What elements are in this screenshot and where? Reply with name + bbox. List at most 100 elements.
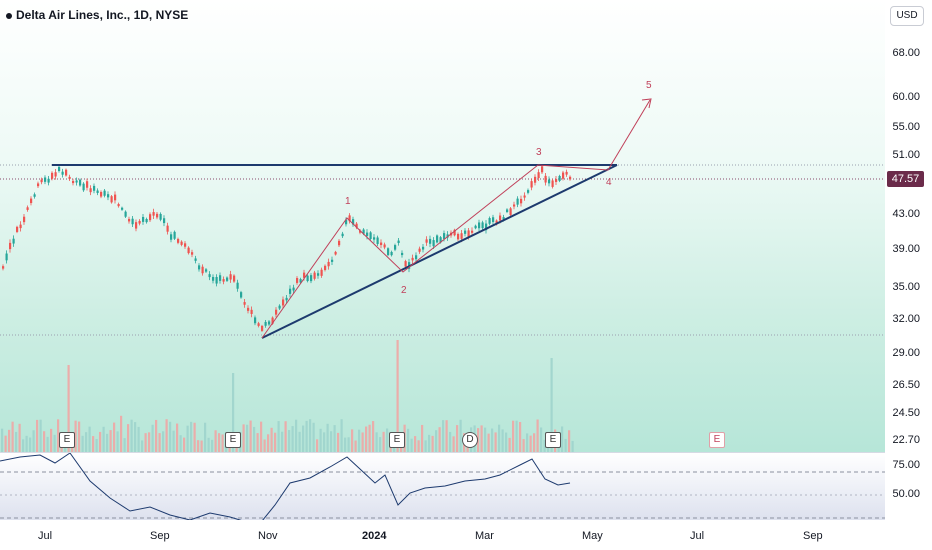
symbol-status-icon bbox=[6, 12, 12, 19]
candle-body bbox=[107, 194, 110, 198]
price-label: 26.50 bbox=[892, 379, 920, 391]
volume-bar bbox=[242, 424, 245, 453]
candle-body bbox=[30, 198, 33, 204]
volume-bar bbox=[519, 421, 522, 453]
candle-body bbox=[299, 279, 302, 283]
candle-body bbox=[366, 232, 369, 236]
volume-bar bbox=[148, 432, 151, 453]
candle-body bbox=[569, 176, 572, 180]
candle-body bbox=[362, 229, 365, 234]
volume-bar bbox=[67, 365, 70, 453]
candle-body bbox=[247, 307, 250, 311]
earnings-icon[interactable]: E bbox=[225, 432, 241, 448]
candle-body bbox=[292, 287, 295, 291]
candle-body bbox=[425, 239, 428, 243]
volume-bar bbox=[543, 439, 546, 453]
rsi-chart-svg[interactable] bbox=[0, 453, 885, 520]
volume-bar bbox=[109, 430, 112, 453]
volume-bar bbox=[123, 438, 126, 453]
volume-bar bbox=[134, 422, 137, 453]
time-scale[interactable] bbox=[0, 520, 932, 550]
candle-body bbox=[121, 207, 124, 210]
volume-bar bbox=[193, 422, 196, 453]
candle-body bbox=[471, 230, 474, 233]
candle-body bbox=[432, 240, 435, 247]
volume-bar bbox=[106, 433, 109, 453]
candle-body bbox=[289, 288, 292, 294]
candle-body bbox=[376, 237, 379, 245]
candle-body bbox=[380, 242, 383, 246]
candle-body bbox=[327, 261, 330, 267]
candle-body bbox=[170, 234, 173, 240]
candle-body bbox=[390, 251, 393, 256]
upcoming-earnings-icon[interactable]: E bbox=[709, 432, 725, 448]
candle-body bbox=[212, 276, 215, 281]
volume-bar bbox=[249, 420, 252, 453]
candle-body bbox=[159, 213, 162, 220]
price-chart-svg[interactable] bbox=[0, 0, 885, 453]
candle-body bbox=[334, 251, 337, 255]
volume-bar bbox=[22, 439, 25, 453]
candle-body bbox=[96, 190, 99, 193]
candle-body bbox=[478, 222, 481, 229]
volume-bar bbox=[480, 425, 483, 453]
volume-bar bbox=[438, 427, 441, 453]
candle-body bbox=[460, 233, 463, 239]
candle-body bbox=[453, 229, 456, 236]
rsi-pane[interactable] bbox=[0, 453, 885, 520]
candle-body bbox=[464, 230, 467, 234]
volume-bar bbox=[46, 436, 49, 453]
volume-bar bbox=[165, 419, 168, 453]
price-chart-pane[interactable] bbox=[0, 0, 885, 453]
candle-body bbox=[467, 230, 470, 238]
dividend-icon[interactable]: D bbox=[462, 432, 478, 448]
volume-bar bbox=[291, 426, 294, 453]
candle-body bbox=[495, 220, 498, 225]
volume-bar bbox=[214, 430, 217, 453]
volume-bar bbox=[127, 424, 130, 453]
candle-body bbox=[516, 198, 519, 205]
volume-bar bbox=[484, 427, 487, 453]
candle-body bbox=[485, 223, 488, 231]
volume-bar bbox=[529, 435, 532, 453]
candle-body bbox=[387, 248, 390, 256]
volume-bar bbox=[326, 423, 329, 453]
volume-bar bbox=[18, 423, 21, 453]
earnings-icon[interactable]: E bbox=[545, 432, 561, 448]
candle-body bbox=[51, 172, 54, 179]
candle-body bbox=[513, 204, 516, 207]
candle-body bbox=[429, 238, 432, 244]
candle-body bbox=[222, 279, 225, 282]
time-label: Sep bbox=[803, 530, 823, 542]
volume-bar bbox=[568, 430, 571, 453]
volume-bar bbox=[99, 431, 102, 453]
candle-body bbox=[79, 179, 82, 186]
candle-body bbox=[296, 278, 299, 283]
volume-bar bbox=[396, 340, 399, 453]
candle-body bbox=[19, 224, 22, 229]
earnings-icon[interactable]: E bbox=[59, 432, 75, 448]
time-label: 2024 bbox=[362, 530, 387, 542]
wave-label-3: 3 bbox=[536, 147, 542, 158]
volume-bar bbox=[92, 436, 95, 453]
pane-separator[interactable] bbox=[0, 452, 885, 453]
earnings-icon[interactable]: E bbox=[389, 432, 405, 448]
candle-body bbox=[149, 214, 152, 221]
volume-bar bbox=[263, 439, 266, 453]
candle-body bbox=[474, 225, 477, 229]
candle-body bbox=[310, 275, 313, 282]
volume-bar bbox=[36, 419, 39, 453]
price-scale[interactable]: USD 68.00 60.00 55.00 51.00 43.00 39.00 … bbox=[885, 0, 932, 520]
currency-button[interactable]: USD bbox=[890, 6, 924, 26]
candle-body bbox=[509, 208, 512, 216]
candle-body bbox=[219, 275, 222, 281]
candle-body bbox=[394, 245, 397, 250]
elliott-wave-path bbox=[261, 99, 651, 339]
candle-body bbox=[345, 219, 348, 225]
candle-body bbox=[142, 216, 145, 222]
current-price-badge[interactable]: 47.57 bbox=[887, 171, 924, 187]
volume-bar bbox=[113, 422, 116, 453]
candle-body bbox=[110, 196, 113, 203]
volume-bar bbox=[333, 425, 336, 453]
volume-bar bbox=[274, 432, 277, 453]
